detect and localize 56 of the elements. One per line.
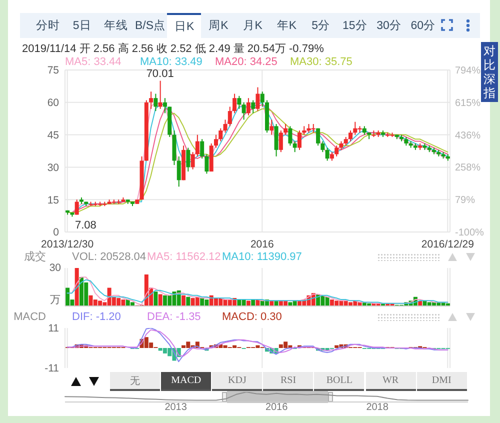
text: 5分 [312, 18, 330, 33]
tab: RSI [263, 372, 314, 391]
chart-title: MACD [14, 311, 46, 323]
x-tick-label: 2013/12/30 [41, 238, 94, 250]
x-tick-label: 2018 [366, 402, 389, 414]
y2-tick-label: 436% [455, 130, 481, 142]
text: MA30: 35.75 [290, 56, 352, 68]
y2-tick-label: 258% [455, 162, 481, 174]
text: 年线 [104, 18, 128, 33]
tab: DMI [416, 372, 467, 391]
x-tick-label: 2013 [164, 402, 188, 414]
x-tick-label: 2016/12/29 [421, 238, 474, 250]
y-tick-label: 15 [47, 194, 60, 206]
text: MA20: 34.25 [215, 56, 278, 68]
text: MA5: 11562.12 [147, 251, 221, 263]
annotation: 7.08 [74, 220, 96, 232]
text: 周K [208, 19, 228, 33]
annotation: 70.01 [146, 68, 174, 80]
tab: BOLL [314, 372, 364, 391]
text: 15分 [342, 18, 368, 33]
text: 30分 [376, 18, 402, 33]
tab: KDJ [212, 372, 262, 391]
selected-tab: MACD [161, 372, 212, 391]
text: 月K [242, 19, 262, 33]
text: MA5: 33.44 [65, 56, 122, 68]
text: VOL: 20528.04 [72, 251, 146, 263]
y-tick-label: 0 [53, 226, 60, 239]
tab: WR [366, 372, 416, 391]
y-tick-label: 30 [47, 162, 60, 174]
y2-tick-label: 79% [455, 195, 476, 206]
series-label: MACD: 0.30 [222, 311, 282, 323]
x-tick-label: 2016 [250, 238, 274, 250]
chart-title: 成交 [24, 251, 46, 263]
text: MA10: 11390.97 [222, 251, 302, 263]
y-tick-label: 11 [48, 322, 60, 335]
y-tick-label: -11 [44, 362, 60, 375]
y-tick-label: 75 [47, 64, 60, 77]
text: 60分 [410, 18, 436, 33]
x-tick-label: 2016 [265, 402, 288, 414]
text: DIF: -1.20 [72, 311, 121, 323]
y2-tick-label: 794% [455, 66, 481, 77]
y2-tick-label: 615% [455, 98, 481, 109]
text: 年K [276, 18, 297, 33]
y-axis-title: 万 [50, 294, 61, 306]
series-label: DEA: -1.35 [147, 311, 201, 323]
selected-tab: 日K [167, 13, 202, 38]
y2-tick-label: -100% [455, 228, 484, 239]
y-tick-label: 45 [47, 130, 60, 142]
text: B/S点 [135, 18, 166, 33]
text: MA10: 33.49 [140, 56, 202, 68]
y-tick-label: 60 [47, 97, 60, 110]
chart-subtitle: 2019/11/14 开 2.56 高 2.56 收 2.52 低 2.49 量 20.54万 -0.79% [22, 42, 324, 56]
side-button: 对比深指 [481, 42, 498, 102]
tab: 无 [110, 372, 160, 391]
text: 分时 [36, 18, 60, 33]
text: 5日 [72, 19, 92, 33]
